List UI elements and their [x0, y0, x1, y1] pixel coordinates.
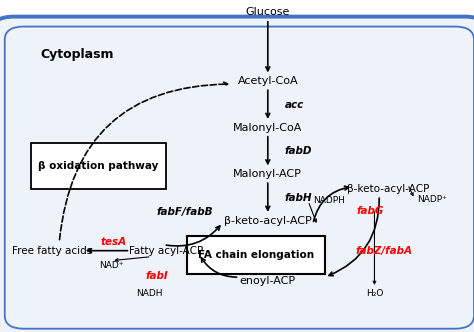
- Text: Fatty acyl-ACP: Fatty acyl-ACP: [129, 246, 203, 256]
- Text: NADH: NADH: [136, 289, 163, 298]
- Text: β-keto-acyl-ACP: β-keto-acyl-ACP: [224, 216, 312, 226]
- Text: Acetyl-CoA: Acetyl-CoA: [237, 76, 298, 86]
- Text: NAD⁺: NAD⁺: [99, 261, 124, 270]
- Text: acc: acc: [284, 100, 304, 110]
- FancyBboxPatch shape: [31, 143, 166, 189]
- Text: NADP⁺: NADP⁺: [417, 195, 447, 204]
- Text: fabZ/fabA: fabZ/fabA: [356, 246, 412, 256]
- Text: β-keto-acyl-ACP: β-keto-acyl-ACP: [347, 184, 430, 194]
- Text: NADPH: NADPH: [313, 196, 345, 206]
- Text: Malonyl-ACP: Malonyl-ACP: [233, 169, 302, 179]
- Text: fabH: fabH: [284, 193, 312, 203]
- Text: H₂O: H₂O: [366, 289, 383, 298]
- FancyBboxPatch shape: [0, 17, 474, 332]
- Text: fabG: fabG: [356, 206, 383, 216]
- Text: fabF/fabB: fabF/fabB: [156, 208, 213, 217]
- Text: Free fatty acids: Free fatty acids: [12, 246, 92, 256]
- Text: Malonyl-CoA: Malonyl-CoA: [233, 123, 302, 133]
- Text: β oxidation pathway: β oxidation pathway: [38, 161, 158, 171]
- Text: tesA: tesA: [100, 237, 127, 247]
- Text: FA chain elongation: FA chain elongation: [198, 250, 314, 260]
- Text: fabI: fabI: [145, 271, 168, 281]
- Text: enoyl-ACP: enoyl-ACP: [240, 276, 296, 286]
- Text: Cytoplasm: Cytoplasm: [40, 48, 114, 61]
- FancyBboxPatch shape: [187, 236, 325, 274]
- Text: Glucose: Glucose: [246, 7, 290, 17]
- Text: fabD: fabD: [284, 146, 312, 156]
